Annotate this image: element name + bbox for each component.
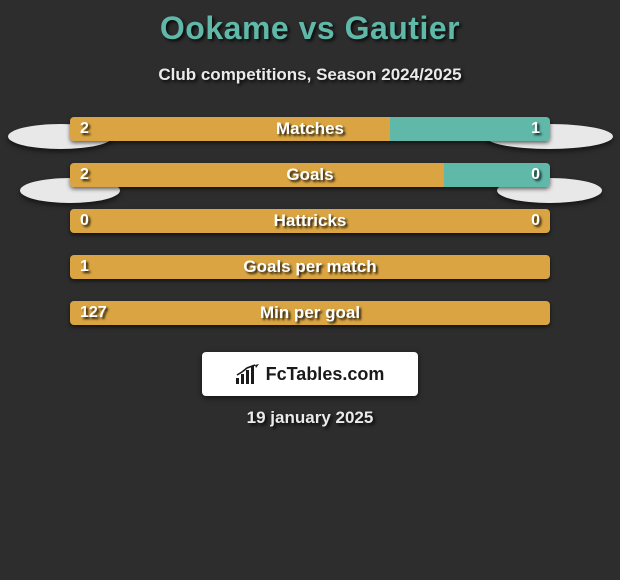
bar-left-value: 1 bbox=[80, 255, 89, 279]
bar-right-fill bbox=[390, 117, 550, 141]
bar-left-value: 0 bbox=[80, 209, 89, 233]
bar-right-value: 1 bbox=[531, 117, 540, 141]
bar-left-fill bbox=[70, 163, 444, 187]
stat-bar-row: 20Goals bbox=[70, 163, 550, 187]
page-subtitle: Club competitions, Season 2024/2025 bbox=[0, 65, 620, 85]
bar-left-fill bbox=[70, 117, 390, 141]
bar-left-value: 127 bbox=[80, 301, 107, 325]
page-title: Ookame vs Gautier bbox=[0, 0, 620, 47]
date-text: 19 january 2025 bbox=[0, 408, 620, 428]
stat-bar-row: 00Hattricks bbox=[70, 209, 550, 233]
stat-bars: 21Matches20Goals00Hattricks1Goals per ma… bbox=[70, 117, 550, 325]
bar-right-value: 0 bbox=[531, 209, 540, 233]
bar-left-fill bbox=[70, 255, 550, 279]
bar-left-value: 2 bbox=[80, 117, 89, 141]
badge-text: FcTables.com bbox=[266, 364, 385, 385]
stage: Ookame vs Gautier Club competitions, Sea… bbox=[0, 0, 620, 580]
bar-left-value: 2 bbox=[80, 163, 89, 187]
bar-right-value: 0 bbox=[531, 163, 540, 187]
chart-icon bbox=[236, 364, 260, 384]
bar-left-fill bbox=[70, 209, 550, 233]
stat-bar-row: 1Goals per match bbox=[70, 255, 550, 279]
bar-left-fill bbox=[70, 301, 550, 325]
stat-bar-row: 127Min per goal bbox=[70, 301, 550, 325]
source-badge: FcTables.com bbox=[202, 352, 418, 396]
stat-bar-row: 21Matches bbox=[70, 117, 550, 141]
